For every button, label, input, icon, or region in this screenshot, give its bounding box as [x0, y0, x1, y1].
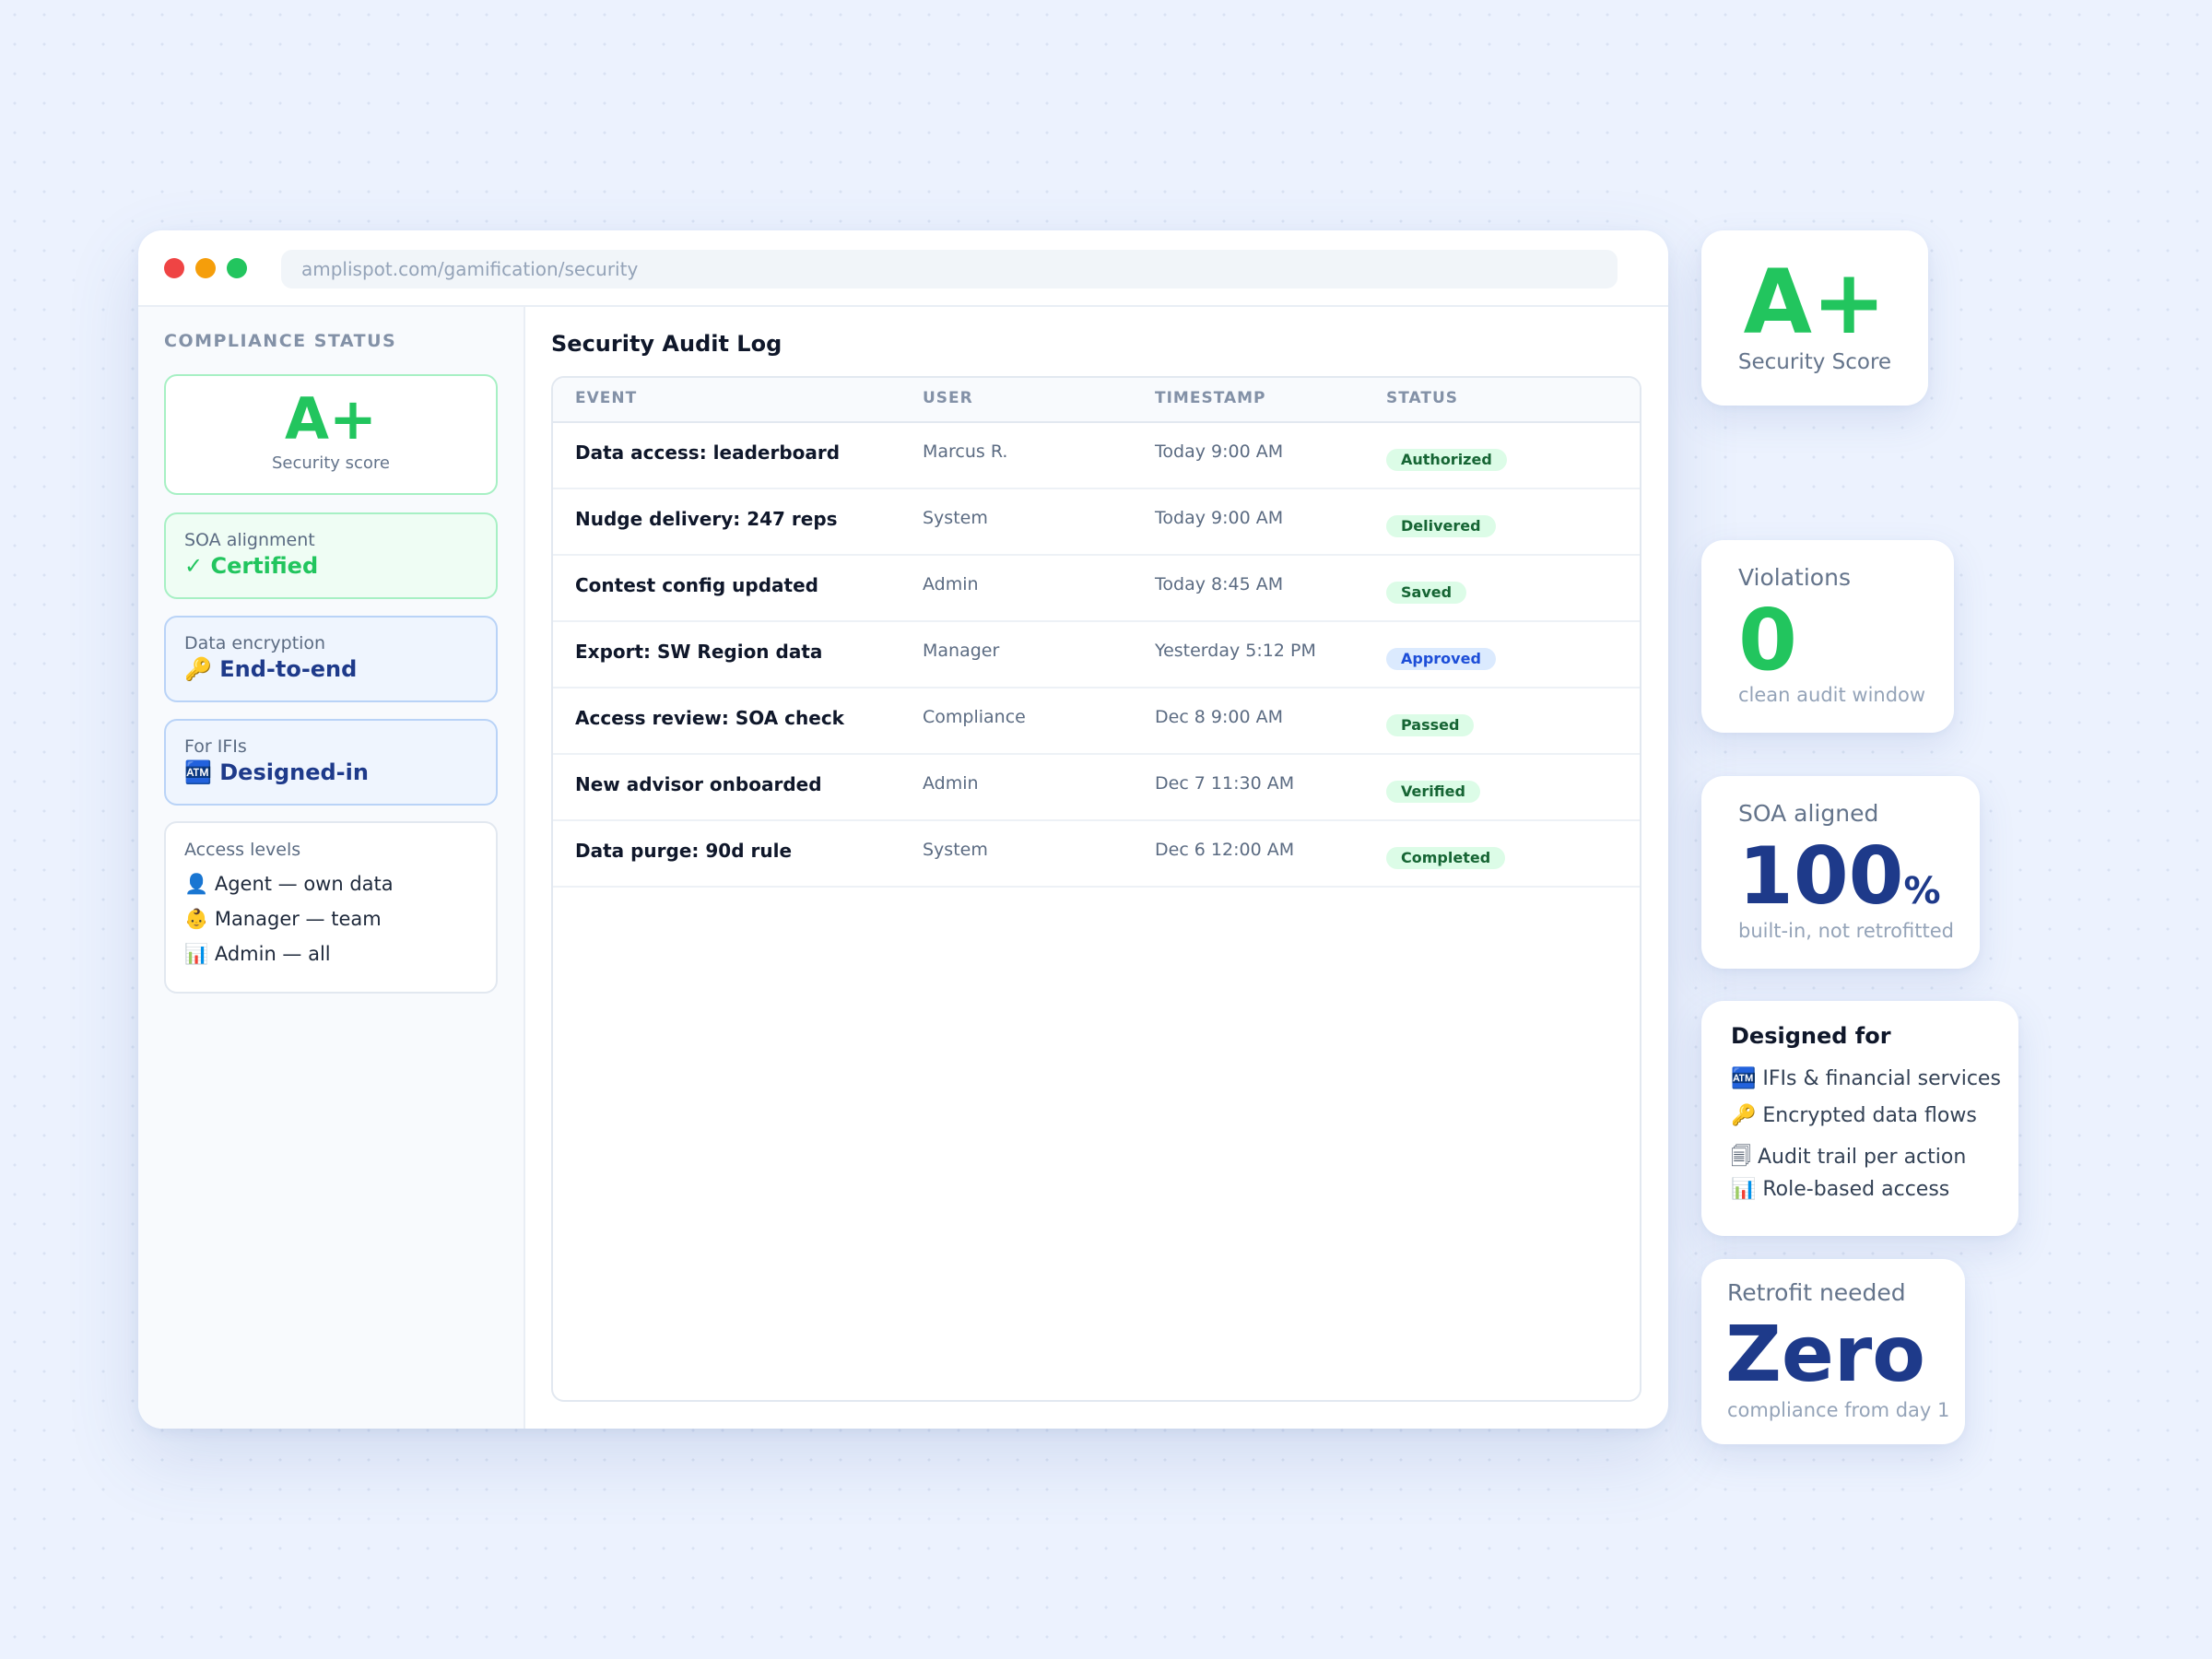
for-ifis-value: 🏧 Designed-in	[184, 759, 369, 785]
user-cell: Marcus R.	[923, 441, 1008, 462]
table-row[interactable]: Data access: leaderboard Marcus R. Today…	[553, 423, 1640, 489]
timestamp-cell: Today 9:00 AM	[1155, 441, 1284, 462]
retrofit-label: Retrofit needed	[1727, 1279, 1906, 1306]
audit-log-title: Security Audit Log	[551, 331, 782, 357]
column-header-status[interactable]: STATUS	[1386, 389, 1459, 407]
security-score-stat-card: A+ Security Score	[1701, 230, 1928, 406]
table-row[interactable]: Contest config updated Admin Today 8:45 …	[553, 556, 1640, 622]
column-header-user[interactable]: USER	[923, 389, 973, 407]
soa-aligned-label: SOA aligned	[1738, 800, 1879, 827]
status-badge: Authorized	[1386, 449, 1507, 471]
browser-titlebar: amplispot.com/gamification/security	[138, 230, 1668, 307]
security-score-stat-label: Security Score	[1737, 350, 1892, 374]
close-window-button[interactable]	[164, 258, 184, 278]
user-cell: Compliance	[923, 707, 1026, 727]
security-grade: A+	[285, 385, 377, 453]
status-badge: Delivered	[1386, 515, 1496, 537]
soa-alignment-card: SOA alignment ✓ Certified	[164, 512, 498, 599]
minimize-window-button[interactable]	[195, 258, 216, 278]
access-level-manager: 👶 Manager — team	[184, 908, 382, 930]
table-row[interactable]: Access review: SOA check Compliance Dec …	[553, 688, 1640, 755]
table-row[interactable]: Nudge delivery: 247 reps System Today 9:…	[553, 489, 1640, 556]
access-levels-card: Access levels 👤 Agent — own data 👶 Manag…	[164, 821, 498, 994]
data-encryption-card: Data encryption 🔑 End-to-end	[164, 616, 498, 702]
user-cell: Admin	[923, 773, 979, 794]
access-level-agent: 👤 Agent — own data	[184, 873, 394, 895]
maximize-window-button[interactable]	[227, 258, 247, 278]
timestamp-cell: Today 8:45 AM	[1155, 574, 1284, 594]
soa-aligned-stat-card: SOA aligned 100% built-in, not retrofitt…	[1701, 776, 1980, 969]
audit-log-table: EVENT USER TIMESTAMP STATUS Data access:…	[551, 376, 1641, 1402]
timestamp-cell: Dec 8 9:00 AM	[1155, 707, 1284, 727]
access-level-admin: 📊 Admin — all	[184, 943, 331, 965]
event-cell: Access review: SOA check	[575, 707, 844, 729]
browser-window: amplispot.com/gamification/security COMP…	[138, 230, 1668, 1429]
soa-aligned-unit: %	[1903, 870, 1941, 912]
status-badge: Saved	[1386, 582, 1467, 604]
table-row[interactable]: Export: SW Region data Manager Yesterday…	[553, 622, 1640, 688]
sidebar-heading: COMPLIANCE STATUS	[164, 331, 397, 351]
status-badge: Completed	[1386, 847, 1506, 869]
retrofit-sub: compliance from day 1	[1727, 1399, 1950, 1421]
soa-alignment-label: SOA alignment	[184, 530, 315, 550]
violations-label: Violations	[1738, 564, 1851, 591]
for-ifis-card: For IFIs 🏧 Designed-in	[164, 719, 498, 806]
violations-value: 0	[1738, 591, 1798, 689]
designed-for-item: 🏧 IFIs & financial services	[1731, 1067, 2001, 1090]
access-levels-label: Access levels	[184, 840, 301, 860]
column-header-event[interactable]: EVENT	[575, 389, 638, 407]
event-cell: Contest config updated	[575, 574, 818, 596]
retrofit-value: Zero	[1725, 1309, 1926, 1399]
user-cell: System	[923, 840, 988, 860]
user-cell: Manager	[923, 641, 1000, 661]
compliance-sidebar: COMPLIANCE STATUS A+ Security score SOA …	[138, 307, 525, 1429]
security-score-card: A+ Security score	[164, 374, 498, 495]
soa-aligned-value: 100	[1738, 830, 1904, 923]
event-cell: Nudge delivery: 247 reps	[575, 508, 838, 530]
designed-for-title: Designed for	[1731, 1023, 1891, 1049]
table-header: EVENT USER TIMESTAMP STATUS	[553, 378, 1640, 423]
data-encryption-label: Data encryption	[184, 633, 326, 653]
security-score-grade: A+	[1743, 251, 1887, 354]
table-row[interactable]: Data purge: 90d rule System Dec 6 12:00 …	[553, 821, 1640, 888]
timestamp-cell: Today 9:00 AM	[1155, 508, 1284, 528]
address-bar[interactable]: amplispot.com/gamification/security	[281, 250, 1618, 288]
event-cell: Data access: leaderboard	[575, 441, 841, 464]
status-badge: Passed	[1386, 714, 1475, 736]
for-ifis-label: For IFIs	[184, 736, 247, 757]
soa-aligned-figure: 100%	[1738, 837, 1941, 916]
status-badge: Approved	[1386, 648, 1496, 670]
data-encryption-value: 🔑 End-to-end	[184, 656, 358, 682]
designed-for-item: 🔑 Encrypted data flows	[1731, 1104, 1977, 1127]
user-cell: System	[923, 508, 988, 528]
event-cell: Data purge: 90d rule	[575, 840, 793, 862]
violations-sub: clean audit window	[1738, 684, 1926, 706]
table-row[interactable]: New advisor onboarded Admin Dec 7 11:30 …	[553, 755, 1640, 821]
event-cell: Export: SW Region data	[575, 641, 823, 663]
timestamp-cell: Yesterday 5:12 PM	[1155, 641, 1316, 661]
violations-stat-card: Violations 0 clean audit window	[1701, 540, 1954, 733]
soa-aligned-sub: built-in, not retrofitted	[1738, 920, 1954, 942]
soa-alignment-value: ✓ Certified	[184, 553, 319, 579]
designed-for-item: 📊 Role-based access	[1731, 1178, 1950, 1201]
column-header-timestamp[interactable]: TIMESTAMP	[1155, 389, 1266, 407]
designed-for-item: 🗐 Audit trail per action	[1731, 1146, 1967, 1169]
user-cell: Admin	[923, 574, 979, 594]
status-badge: Verified	[1386, 781, 1480, 803]
event-cell: New advisor onboarded	[575, 773, 822, 795]
timestamp-cell: Dec 6 12:00 AM	[1155, 840, 1295, 860]
retrofit-stat-card: Retrofit needed Zero compliance from day…	[1701, 1259, 1965, 1444]
timestamp-cell: Dec 7 11:30 AM	[1155, 773, 1295, 794]
designed-for-card: Designed for 🏧 IFIs & financial services…	[1701, 1001, 2018, 1236]
security-score-label: Security score	[271, 453, 390, 473]
